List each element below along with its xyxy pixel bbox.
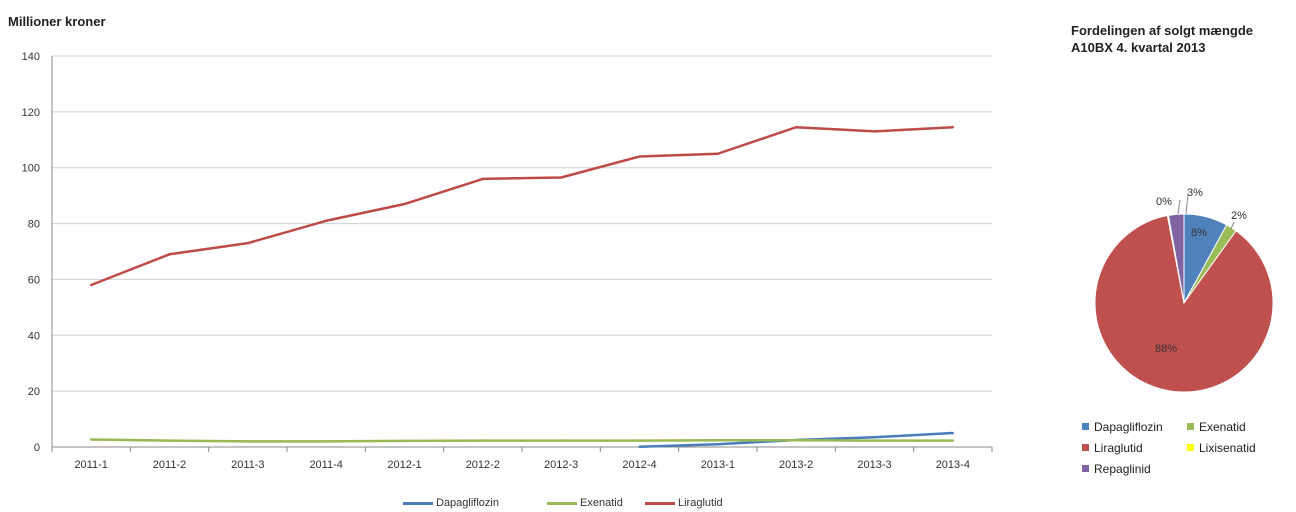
x-tick-label: 2011-4 bbox=[309, 459, 342, 471]
legend-label: Liraglutid bbox=[678, 497, 723, 509]
x-tick-label: 2012-4 bbox=[622, 459, 656, 471]
pie-legend-swatch bbox=[1187, 423, 1194, 430]
y-tick-label: 140 bbox=[22, 51, 40, 63]
x-tick-label: 2011-1 bbox=[74, 459, 107, 471]
legend-label: Exenatid bbox=[580, 497, 623, 509]
data-point-exenatid bbox=[951, 439, 955, 442]
line-chart: 0 20 40 60 80 100 120 140 2011-1 2011-2 2011-3 2011… bbox=[22, 51, 993, 471]
pie-slice-dapagliflozin bbox=[1183, 213, 1228, 304]
data-point-liraglutid bbox=[168, 253, 171, 256]
pie-data-label: 0% bbox=[1156, 196, 1172, 208]
x-tick-label: 2012-1 bbox=[387, 459, 421, 471]
legend-swatch bbox=[547, 501, 577, 505]
legend-swatch bbox=[645, 501, 675, 505]
data-point-dapagliflozin bbox=[716, 443, 720, 446]
data-point-liraglutid bbox=[873, 130, 876, 133]
pie-legend-swatch bbox=[1082, 423, 1089, 430]
data-point-liraglutid bbox=[951, 126, 955, 129]
pie-legend-item-lixisenatid: Lixisenatid bbox=[1187, 437, 1292, 458]
data-point-liraglutid bbox=[559, 176, 563, 179]
y-tick-label: 80 bbox=[28, 219, 40, 231]
data-point-liraglutid bbox=[246, 241, 250, 245]
data-point-liraglutid bbox=[716, 152, 720, 155]
pie-data-label: 88% bbox=[1155, 343, 1177, 355]
pie-legend: Dapagliflozin Exenatid Liraglutid Lixise… bbox=[1082, 416, 1292, 479]
data-point-liraglutid bbox=[638, 155, 641, 158]
data-point-liraglutid bbox=[403, 202, 406, 206]
x-tick-label: 2012-2 bbox=[466, 459, 500, 471]
data-point-dapagliflozin bbox=[638, 445, 641, 448]
pie-legend-item-dapagliflozin: Dapagliflozin bbox=[1082, 416, 1187, 437]
pie-legend-swatch bbox=[1187, 444, 1194, 451]
pie-slice-repaglinid bbox=[1167, 213, 1185, 304]
x-tick-label: 2013-4 bbox=[936, 459, 970, 471]
y-tick-label: 40 bbox=[28, 330, 40, 342]
leader-line bbox=[1177, 199, 1181, 215]
pie-legend-item-liraglutid: Liraglutid bbox=[1082, 437, 1187, 458]
pie-legend-label: Exenatid bbox=[1199, 419, 1246, 434]
data-point-exenatid bbox=[324, 440, 328, 443]
pie-legend-label: Repaglinid bbox=[1094, 461, 1151, 476]
x-tick-label: 2011-3 bbox=[231, 459, 264, 471]
data-point-exenatid bbox=[638, 439, 641, 442]
pie-slice-liraglutid bbox=[1094, 214, 1274, 393]
pie-title: Fordelingen af solgt mængde A10BX 4. kva… bbox=[1071, 22, 1253, 56]
y-axis-title: Millioner kroner bbox=[8, 14, 106, 29]
x-tick-label: 2011-2 bbox=[153, 459, 186, 471]
pie-legend-item-exenatid: Exenatid bbox=[1187, 416, 1292, 437]
x-tick-label: 2012-3 bbox=[544, 459, 578, 471]
leader-line bbox=[1230, 221, 1235, 230]
pie-slice-exenatid bbox=[1183, 224, 1237, 304]
y-tick-label: 20 bbox=[28, 386, 40, 398]
data-point-exenatid bbox=[873, 439, 876, 442]
pie-title-line-2: A10BX 4. kvartal 2013 bbox=[1071, 40, 1206, 55]
pie-title-line-1: Fordelingen af solgt mængde bbox=[1071, 23, 1254, 38]
data-point-dapagliflozin bbox=[873, 436, 876, 439]
pie-legend-swatch bbox=[1082, 444, 1089, 451]
series-line-exenatid bbox=[91, 438, 953, 443]
legend-item-exenatid: Exenatid bbox=[547, 497, 623, 509]
legend-item-liraglutid: Liraglutid bbox=[645, 497, 723, 509]
data-point-exenatid bbox=[246, 440, 250, 443]
legend-item-dapagliflozin: Dapagliflozin bbox=[403, 497, 499, 509]
data-point-exenatid bbox=[481, 439, 485, 442]
y-tick-label: 120 bbox=[22, 107, 40, 119]
data-point-exenatid bbox=[168, 439, 171, 442]
pie-legend-label: Lixisenatid bbox=[1199, 440, 1256, 455]
x-tick-label: 2013-3 bbox=[857, 459, 891, 471]
pie-legend-label: Liraglutid bbox=[1094, 440, 1143, 455]
pie-legend-swatch bbox=[1082, 465, 1089, 472]
y-tick-label: 0 bbox=[34, 442, 40, 454]
y-tick-label: 100 bbox=[22, 163, 40, 175]
data-point-exenatid bbox=[716, 439, 720, 442]
pie-data-label: 2% bbox=[1231, 210, 1247, 222]
data-point-liraglutid bbox=[481, 177, 485, 181]
data-point-liraglutid bbox=[89, 283, 93, 287]
data-point-liraglutid bbox=[794, 126, 798, 129]
leader-line bbox=[1185, 194, 1189, 215]
pie-legend-label: Dapagliflozin bbox=[1094, 419, 1163, 434]
data-point-dapagliflozin bbox=[951, 431, 955, 435]
data-point-exenatid bbox=[403, 439, 406, 443]
data-point-exenatid bbox=[559, 439, 563, 442]
data-point-exenatid bbox=[794, 439, 798, 442]
data-point-exenatid bbox=[89, 438, 93, 441]
series-line-liraglutid bbox=[90, 125, 953, 287]
x-tick-label: 2013-1 bbox=[701, 459, 735, 471]
x-tick-label: 2013-2 bbox=[779, 459, 813, 471]
legend-label: Dapagliflozin bbox=[436, 497, 499, 509]
pie-data-label: 8% bbox=[1191, 227, 1207, 239]
data-point-liraglutid bbox=[324, 219, 328, 222]
pie-data-label: 3% bbox=[1187, 187, 1203, 199]
y-tick-label: 60 bbox=[28, 274, 40, 286]
legend-swatch bbox=[403, 501, 433, 505]
pie-slice-lixisenatid bbox=[1166, 214, 1185, 304]
pie-legend-item-repaglinid: Repaglinid bbox=[1082, 458, 1197, 479]
